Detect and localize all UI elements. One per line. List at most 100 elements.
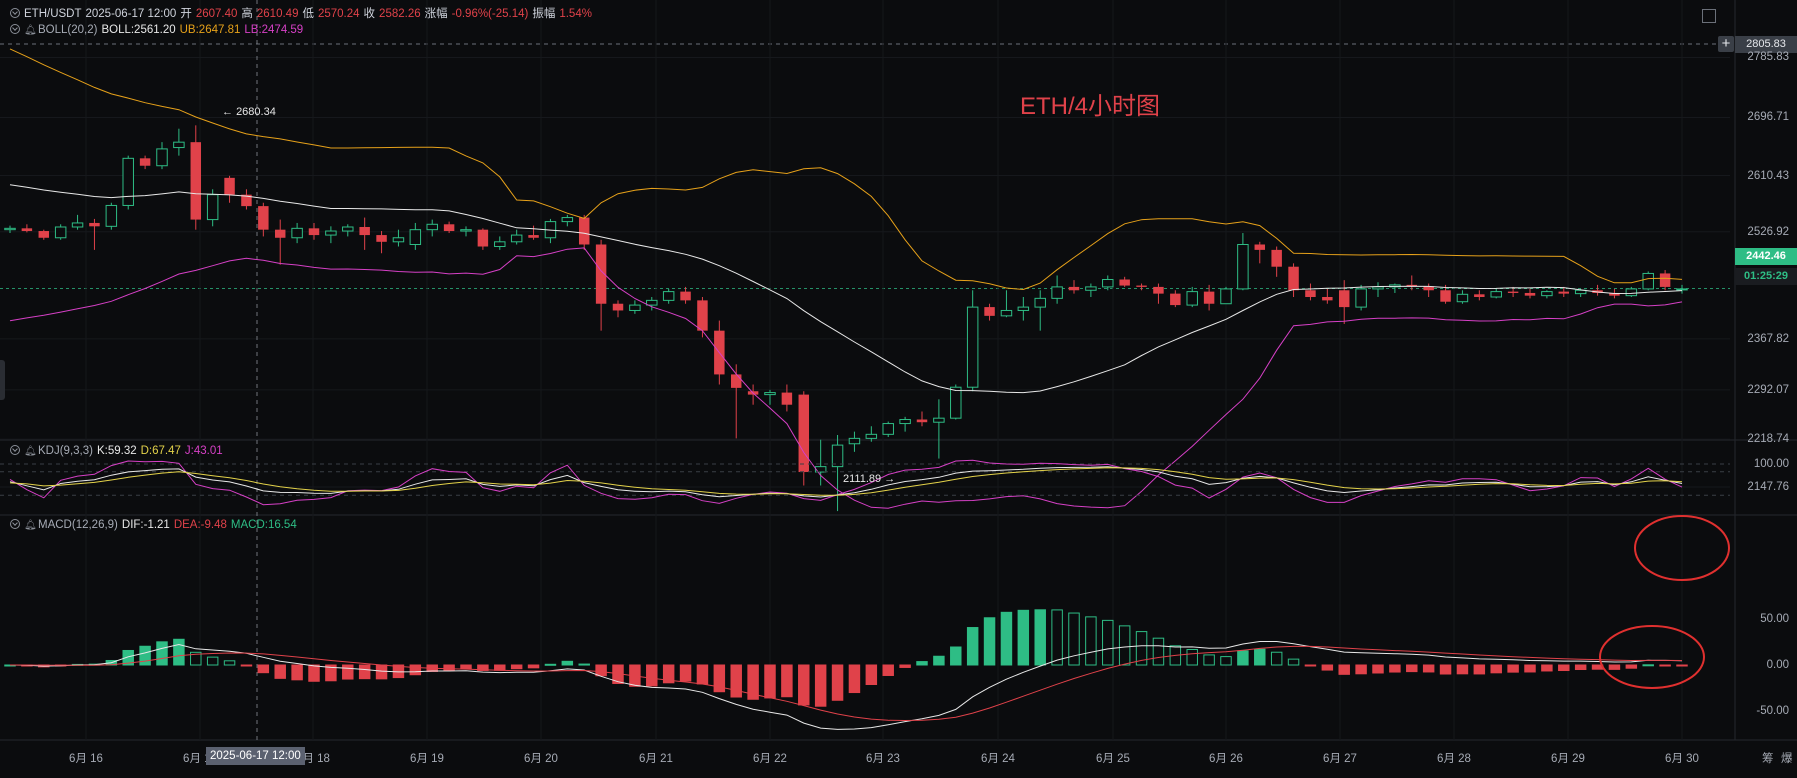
candle-body — [1051, 286, 1063, 299]
macd-histogram-bar — [1490, 664, 1502, 674]
macd-histogram-bar — [747, 664, 759, 700]
collapse-icon[interactable] — [10, 519, 20, 529]
macd-histogram-bar — [899, 664, 911, 668]
candle-body — [1119, 279, 1130, 286]
macd-histogram-bar — [1608, 664, 1621, 670]
macd-histogram-bar — [409, 664, 422, 676]
y-tick-label: 2367.82 — [1747, 332, 1789, 345]
collapse-icon[interactable] — [10, 8, 20, 18]
candle-body — [781, 392, 793, 405]
boll-name: BOLL(20,2) — [38, 24, 98, 36]
candle-body — [697, 300, 708, 331]
macd-histogram-bar — [477, 664, 489, 671]
macd-histogram-bar — [190, 651, 202, 666]
candle-body — [258, 206, 269, 230]
macd-histogram-bar — [1524, 664, 1536, 673]
macd-histogram-bar — [1000, 611, 1013, 666]
macd-legend: 🔔︎MACD(12,26,9) DIF:-1.21 DEA:-9.48 MACD:16… — [10, 519, 301, 531]
candle-body — [1203, 291, 1215, 304]
macd-histogram-bar — [257, 664, 270, 674]
macd-histogram-bar — [848, 664, 861, 694]
macd-histogram-bar — [966, 627, 979, 666]
candle-body — [966, 306, 979, 388]
candle-body — [105, 204, 118, 227]
candle-body — [1102, 278, 1114, 288]
collapse-icon[interactable] — [10, 445, 20, 455]
macd-histogram-bar — [1287, 658, 1300, 666]
add-alert-button[interactable]: + — [1718, 36, 1734, 52]
boll-mid: BOLL:2561.20 — [101, 24, 176, 36]
macd-histogram-bar — [1203, 654, 1215, 666]
sidebar-handle[interactable] — [0, 360, 5, 400]
candle-body — [1322, 297, 1333, 301]
macd-histogram-bar — [1237, 650, 1249, 666]
candle-body — [1355, 288, 1367, 308]
bell-icon[interactable]: 🔔︎ — [24, 446, 37, 457]
macd-dea: DEA:-9.48 — [173, 519, 227, 531]
macd-histogram-bar — [274, 664, 286, 679]
amp-value: 1.54% — [559, 8, 592, 20]
candle-body — [662, 291, 675, 301]
candle-body — [325, 230, 337, 236]
candle-body — [1338, 290, 1350, 308]
macd-histogram-bar — [1456, 664, 1469, 675]
boll-ub: UB:2647.81 — [179, 24, 241, 36]
candle-body — [510, 234, 523, 243]
candle-body — [156, 148, 168, 167]
candle-body — [629, 304, 641, 311]
candle-body — [1017, 306, 1030, 311]
candle-body — [1034, 297, 1046, 308]
low-marker-value: 2111.89 — [843, 473, 882, 485]
candle-body — [528, 235, 539, 238]
candle-body — [561, 217, 574, 223]
expand-icon[interactable] — [1702, 9, 1716, 23]
macd-histogram-bar — [713, 664, 726, 693]
kdj-name: KDJ(9,3,3) — [38, 445, 93, 457]
candle-body — [612, 303, 624, 311]
macd-histogram-bar — [1068, 612, 1080, 666]
candle-body — [646, 299, 658, 306]
macd-histogram-bar — [662, 664, 675, 684]
macd-histogram-bar — [1102, 619, 1114, 666]
macd-histogram-bar — [730, 664, 742, 698]
macd-histogram-bar — [308, 664, 320, 682]
bell-icon[interactable]: 🔔︎ — [24, 520, 37, 531]
x-tick-label: 6月 26 — [1209, 753, 1243, 765]
macd-histogram-bar — [139, 645, 151, 666]
kdj-j-line — [9, 459, 1683, 506]
countdown-tag: 01:25:29 — [1735, 268, 1797, 285]
macd-histogram-bar — [1422, 664, 1435, 673]
collapse-icon[interactable] — [10, 24, 20, 34]
macd-histogram-bar — [1659, 664, 1671, 667]
corner-label-2[interactable]: 爆 — [1781, 753, 1793, 765]
boll-upper-line — [9, 48, 1683, 291]
candle-body — [1288, 266, 1299, 291]
candle-body — [1153, 286, 1164, 294]
macd-histogram-bar — [1625, 664, 1638, 669]
candle-body — [798, 394, 810, 473]
x-tick-label: 6月 28 — [1437, 753, 1471, 765]
highlight-circle — [1634, 515, 1730, 581]
macd-histogram-bar — [460, 664, 472, 670]
candle-body — [38, 231, 50, 238]
candle-body — [1609, 292, 1620, 296]
macd-histogram-bar — [358, 664, 371, 680]
macd-tick-label: 50.00 — [1760, 613, 1789, 625]
macd-dif-line — [9, 641, 1683, 730]
macd-histogram-bar — [1541, 664, 1553, 672]
candle-body — [1507, 291, 1519, 293]
candle-body — [1254, 244, 1266, 250]
macd-histogram-bar — [1473, 664, 1486, 675]
macd-histogram-bar — [1270, 651, 1283, 666]
macd-histogram-bar — [1439, 664, 1452, 675]
candle-body — [933, 417, 945, 423]
macd-histogram-bar — [375, 664, 388, 680]
candle-body — [494, 241, 506, 248]
candle-body — [950, 386, 962, 419]
macd-histogram-bar — [1085, 616, 1097, 666]
candle-body — [1085, 286, 1097, 291]
macd-histogram-bar — [561, 660, 574, 666]
bell-icon[interactable]: 🔔︎ — [24, 25, 37, 36]
corner-label-1[interactable]: 筹 — [1762, 753, 1774, 765]
